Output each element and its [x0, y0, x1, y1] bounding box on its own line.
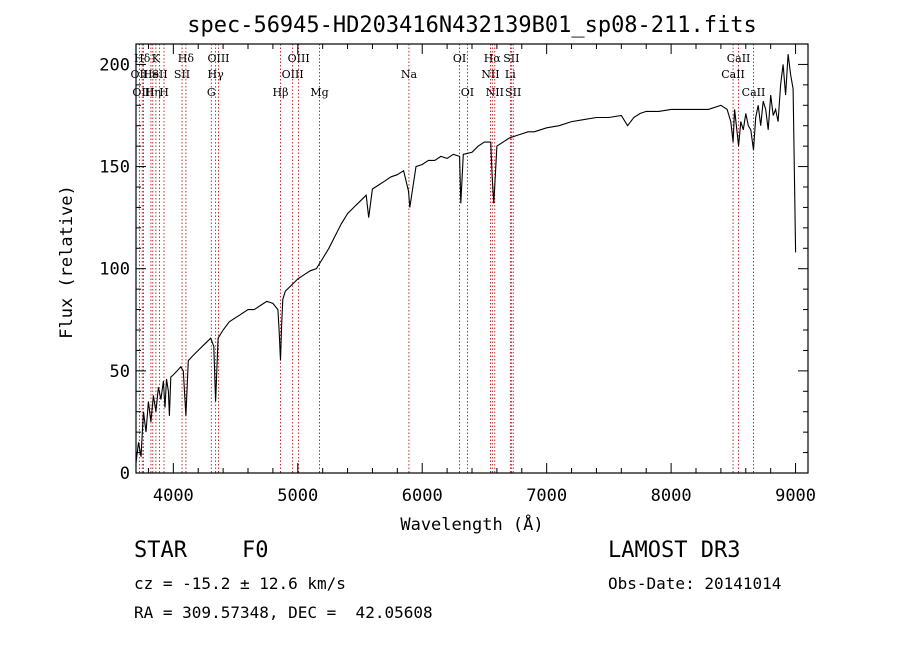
marker-label: OII — [131, 68, 149, 81]
marker-label: He — [143, 68, 159, 81]
marker-label: SII — [505, 86, 521, 99]
x-tick-label: 8000 — [651, 486, 692, 506]
marker-label: OIII — [132, 86, 154, 99]
marker-label: H — [159, 86, 169, 99]
chart-title: spec-56945-HD203416N432139B01_sp08-211.f… — [187, 13, 757, 38]
marker-label: K — [152, 52, 161, 65]
x-axis-label: Wavelength (Å) — [400, 513, 543, 535]
y-tick-label: 200 — [99, 55, 130, 75]
object-class: STAR — [134, 538, 187, 563]
marker-label: OI — [461, 86, 474, 99]
marker-label: Hα — [484, 52, 502, 65]
obs-date: Obs-Date: 20141014 — [608, 574, 782, 593]
marker-label: OIII — [288, 52, 310, 65]
x-axis: 4000 5000 6000 7000 8000 9000 — [147, 44, 816, 506]
marker-label: CaII — [721, 68, 745, 81]
marker-label: Hδ — [178, 52, 195, 65]
marker-label: NII — [486, 86, 504, 99]
x-tick-label: 4000 — [153, 486, 194, 506]
x-tick-label: 7000 — [526, 486, 567, 506]
marker-label: Hη — [145, 86, 161, 99]
object-subclass: F0 — [242, 538, 269, 563]
y-tick-label: 50 — [110, 362, 130, 382]
coordinates: RA = 309.57348, DEC = 42.05608 — [134, 603, 433, 622]
redshift-info: cz = -15.2 ± 12.6 km/s — [134, 574, 346, 593]
marker-label: Hβ — [273, 86, 289, 99]
marker-label: OIII — [207, 52, 229, 65]
y-tick-label: 0 — [120, 464, 130, 484]
x-tick-label: 5000 — [277, 486, 318, 506]
x-tick-label: 9000 — [775, 486, 816, 506]
marker-label: NII — [481, 68, 499, 81]
marker-label: Hδ — [134, 52, 151, 65]
marker-label: OI — [453, 52, 466, 65]
marker-label: Hγ — [208, 68, 225, 81]
y-axis-label: Flux (relative) — [57, 185, 77, 339]
marker-label: CaII — [727, 52, 751, 65]
marker-label: Mg — [310, 86, 328, 99]
marker-label: Li — [505, 68, 516, 81]
marker-label: SII — [174, 68, 190, 81]
y-axis: 0 50 100 150 200 — [99, 43, 808, 484]
spectrum-line — [135, 54, 797, 463]
survey-name: LAMOST DR3 — [608, 538, 741, 563]
marker-label: SII — [152, 68, 168, 81]
marker-label: G — [207, 86, 216, 99]
marker-label: CaII — [742, 86, 766, 99]
plot-frame — [135, 43, 809, 474]
y-tick-label: 100 — [99, 260, 130, 280]
x-tick-label: 6000 — [402, 486, 443, 506]
marker-label: Na — [401, 68, 418, 81]
marker-label: OIII — [282, 68, 304, 81]
marker-label: SII — [503, 52, 519, 65]
y-tick-label: 150 — [99, 158, 130, 178]
